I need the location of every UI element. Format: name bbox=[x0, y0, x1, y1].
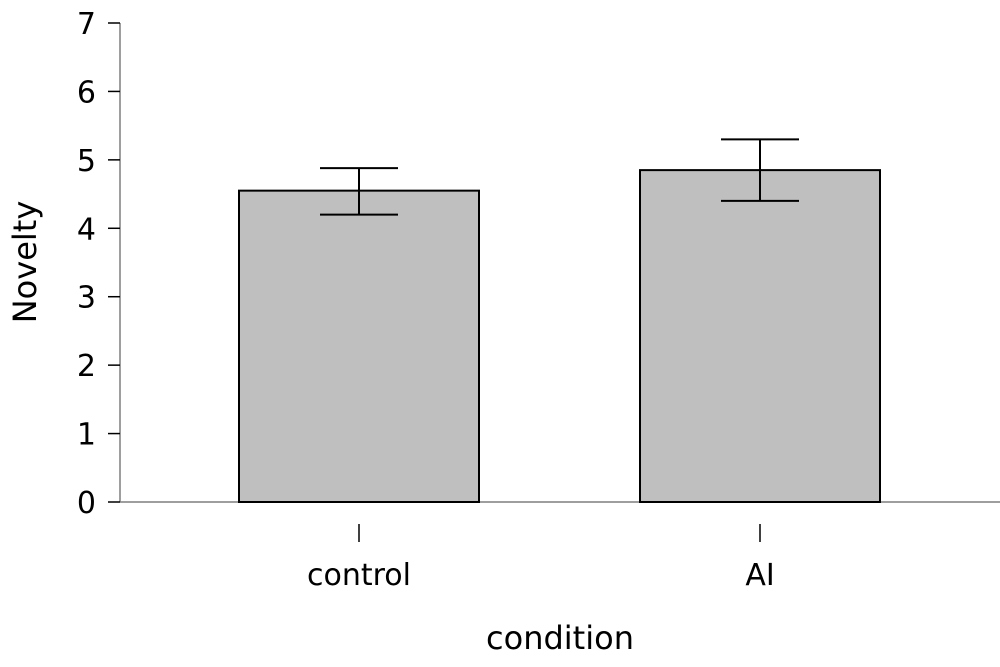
bar-ai bbox=[639, 169, 881, 503]
y-tick-label: 4 bbox=[77, 212, 96, 247]
y-axis-title: Novelty bbox=[6, 201, 44, 324]
y-tick-label: 2 bbox=[77, 349, 96, 384]
x-tick-label: control bbox=[307, 558, 411, 593]
y-tick-label: 6 bbox=[77, 75, 96, 110]
bar-control bbox=[238, 189, 480, 503]
x-tick-label: AI bbox=[745, 558, 774, 593]
x-axis-title: condition bbox=[486, 619, 634, 657]
y-tick-label: 3 bbox=[77, 281, 96, 316]
error-bar-control bbox=[320, 167, 398, 216]
error-bar-ai bbox=[721, 138, 799, 202]
error-bars bbox=[320, 138, 799, 216]
x-axis: control AI bbox=[120, 501, 1000, 593]
y-tick-label: 1 bbox=[77, 418, 96, 453]
y-tick-label: 5 bbox=[77, 144, 96, 179]
y-tick-label: 0 bbox=[77, 486, 96, 521]
bars bbox=[238, 169, 881, 503]
y-tick-label: 7 bbox=[77, 7, 96, 42]
y-axis: 0 1 2 3 4 5 6 7 bbox=[77, 7, 121, 521]
